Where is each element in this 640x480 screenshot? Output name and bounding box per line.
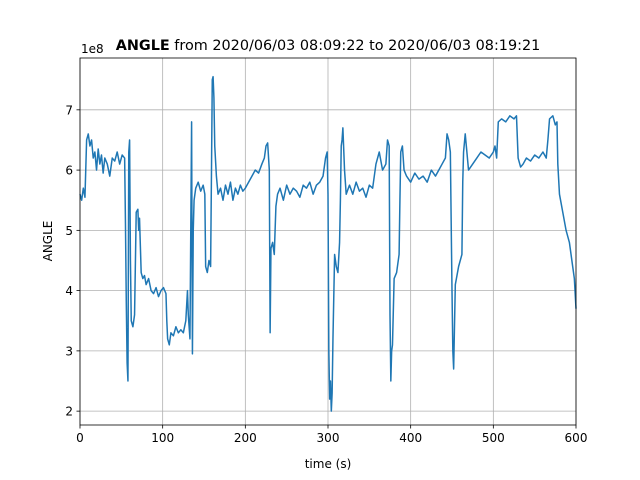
y-tick-label: 6 xyxy=(65,164,73,178)
y-tick-label: 5 xyxy=(65,224,73,238)
x-tick-label: 500 xyxy=(482,431,505,445)
chart-title: ANGLE from 2020/06/03 08:09:22 to 2020/0… xyxy=(116,38,541,54)
x-tick-label: 300 xyxy=(317,431,340,445)
y-tick-label: 2 xyxy=(65,405,73,419)
title-rest: from 2020/06/03 08:09:22 to 2020/06/03 0… xyxy=(170,38,541,54)
title-bold: ANGLE xyxy=(116,38,170,54)
y-axis-label: ANGLE xyxy=(41,221,55,262)
plot-area xyxy=(79,75,577,412)
y-tick-label: 3 xyxy=(65,344,73,358)
y-tick-label: 4 xyxy=(65,284,73,298)
x-tick-label: 400 xyxy=(399,431,422,445)
x-tick-label: 100 xyxy=(151,431,174,445)
x-tick-label: 0 xyxy=(76,431,84,445)
y-tick-label: 7 xyxy=(65,103,73,117)
x-axis-label: time (s) xyxy=(305,457,352,471)
offset-label: 1e8 xyxy=(81,42,104,56)
x-tick-label: 600 xyxy=(565,431,588,445)
x-tick-label: 200 xyxy=(234,431,257,445)
data-line xyxy=(79,75,577,412)
grid xyxy=(79,58,577,425)
